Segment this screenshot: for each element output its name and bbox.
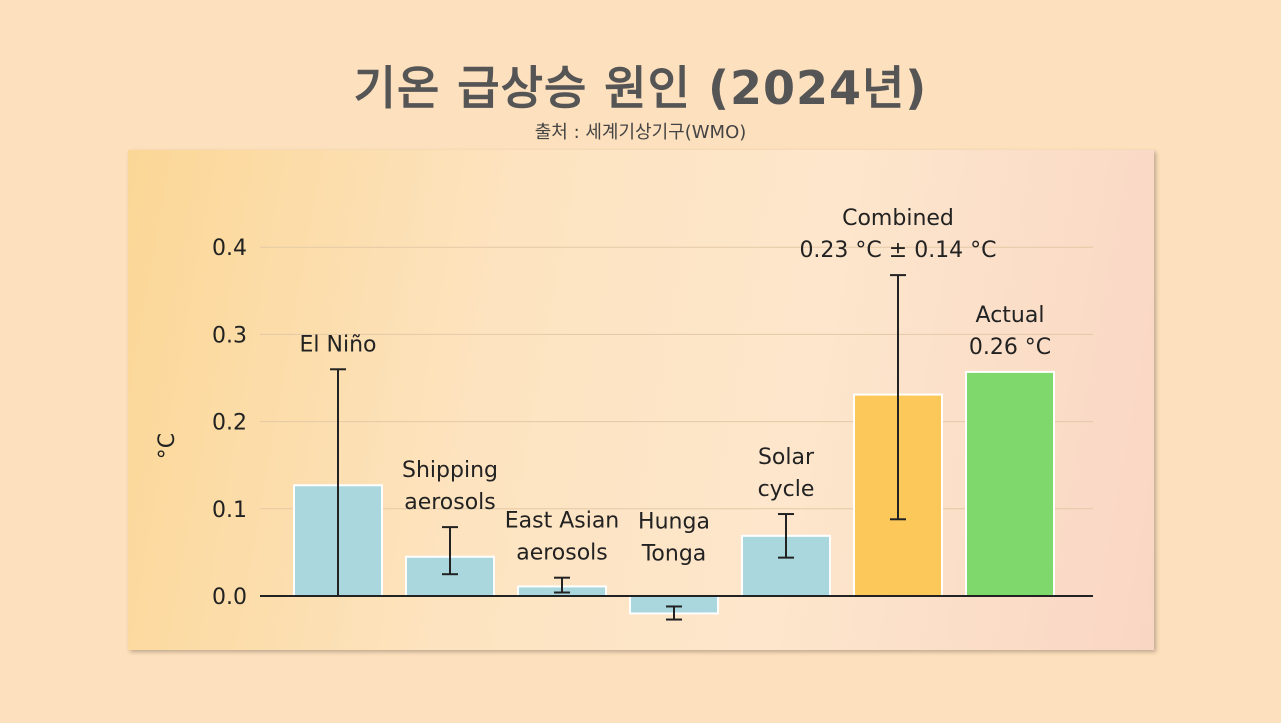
bar-label: Actual bbox=[976, 303, 1045, 328]
bar-label: Tonga bbox=[641, 542, 707, 567]
source-note: 출처 : 세계기상기구(WMO) bbox=[534, 122, 747, 143]
page-title: 기온 급상승 원인 (2024년) bbox=[353, 61, 928, 115]
bar-label: 0.23 °C ± 0.14 °C bbox=[799, 238, 996, 263]
bar-chart: 0.0 0.1 0.2 0.3 0.4 °C El Niño Shipping aerosols… bbox=[155, 206, 1093, 621]
y-tick-label: 0.1 bbox=[212, 498, 247, 523]
y-tick-label: 0.0 bbox=[212, 585, 247, 610]
bar-label: Solar bbox=[758, 445, 815, 470]
bar-label: El Niño bbox=[300, 332, 377, 357]
bar bbox=[965, 370, 1055, 597]
bar-label: Hunga bbox=[638, 510, 710, 535]
y-tick-label: 0.3 bbox=[212, 323, 247, 348]
bar-label: 0.26 °C bbox=[969, 335, 1051, 360]
bar-label: East Asian bbox=[505, 509, 620, 534]
y-tick-label: 0.2 bbox=[212, 411, 247, 436]
bar-label: Combined bbox=[842, 206, 954, 231]
y-tick-label: 0.4 bbox=[212, 236, 247, 261]
bar-label: aerosols bbox=[516, 541, 608, 566]
y-axis-label: °C bbox=[155, 433, 180, 459]
bar-label: cycle bbox=[758, 477, 815, 502]
bar-label: Shipping bbox=[402, 458, 498, 483]
bar-label: aerosols bbox=[404, 490, 496, 515]
